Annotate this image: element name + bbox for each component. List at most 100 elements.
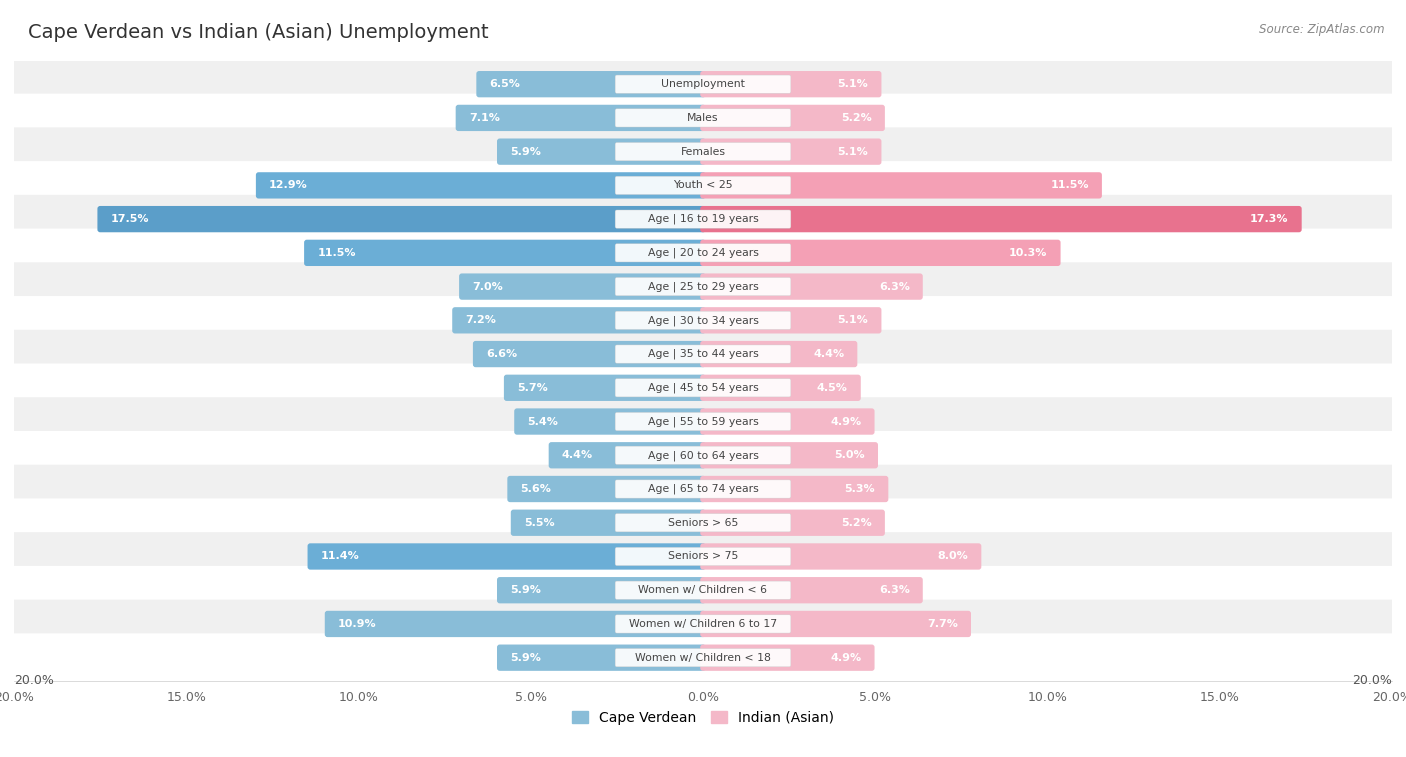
FancyBboxPatch shape [700, 139, 882, 165]
Text: 5.7%: 5.7% [517, 383, 548, 393]
Text: 4.4%: 4.4% [562, 450, 593, 460]
FancyBboxPatch shape [700, 206, 1302, 232]
FancyBboxPatch shape [4, 161, 1402, 210]
FancyBboxPatch shape [496, 577, 706, 603]
FancyBboxPatch shape [700, 240, 1060, 266]
FancyBboxPatch shape [548, 442, 706, 469]
Text: 5.9%: 5.9% [510, 585, 541, 595]
FancyBboxPatch shape [700, 476, 889, 502]
Text: 17.3%: 17.3% [1250, 214, 1289, 224]
FancyBboxPatch shape [616, 109, 790, 127]
FancyBboxPatch shape [616, 413, 790, 431]
Text: Youth < 25: Youth < 25 [673, 180, 733, 190]
Text: Age | 55 to 59 years: Age | 55 to 59 years [648, 416, 758, 427]
Text: 6.6%: 6.6% [486, 349, 517, 359]
Text: 7.7%: 7.7% [927, 619, 957, 629]
FancyBboxPatch shape [616, 75, 790, 93]
FancyBboxPatch shape [700, 375, 860, 401]
FancyBboxPatch shape [4, 431, 1402, 480]
FancyBboxPatch shape [4, 634, 1402, 682]
FancyBboxPatch shape [4, 532, 1402, 581]
Text: Males: Males [688, 113, 718, 123]
FancyBboxPatch shape [4, 498, 1402, 547]
FancyBboxPatch shape [477, 71, 706, 98]
FancyBboxPatch shape [510, 509, 706, 536]
FancyBboxPatch shape [700, 611, 972, 637]
FancyBboxPatch shape [616, 278, 790, 296]
FancyBboxPatch shape [616, 378, 790, 397]
FancyBboxPatch shape [256, 173, 706, 198]
FancyBboxPatch shape [616, 345, 790, 363]
FancyBboxPatch shape [616, 142, 790, 160]
FancyBboxPatch shape [700, 644, 875, 671]
Text: 5.0%: 5.0% [834, 450, 865, 460]
FancyBboxPatch shape [616, 176, 790, 195]
FancyBboxPatch shape [4, 296, 1402, 344]
FancyBboxPatch shape [700, 104, 884, 131]
Text: Age | 20 to 24 years: Age | 20 to 24 years [648, 248, 758, 258]
Text: Cape Verdean vs Indian (Asian) Unemployment: Cape Verdean vs Indian (Asian) Unemploym… [28, 23, 489, 42]
FancyBboxPatch shape [515, 408, 706, 435]
FancyBboxPatch shape [616, 244, 790, 262]
FancyBboxPatch shape [616, 649, 790, 667]
Text: Women w/ Children < 18: Women w/ Children < 18 [636, 653, 770, 662]
Text: 7.0%: 7.0% [472, 282, 503, 291]
FancyBboxPatch shape [308, 544, 706, 569]
Text: 5.1%: 5.1% [838, 316, 869, 326]
Text: Women w/ Children 6 to 17: Women w/ Children 6 to 17 [628, 619, 778, 629]
Text: 8.0%: 8.0% [938, 552, 969, 562]
Text: 11.5%: 11.5% [318, 248, 356, 258]
FancyBboxPatch shape [700, 544, 981, 569]
Text: 5.2%: 5.2% [841, 518, 872, 528]
Text: 11.5%: 11.5% [1050, 180, 1088, 190]
FancyBboxPatch shape [700, 341, 858, 367]
Text: Age | 16 to 19 years: Age | 16 to 19 years [648, 214, 758, 224]
FancyBboxPatch shape [4, 195, 1402, 244]
Text: 5.4%: 5.4% [527, 416, 558, 426]
Text: 17.5%: 17.5% [111, 214, 149, 224]
Text: Seniors > 65: Seniors > 65 [668, 518, 738, 528]
Text: Source: ZipAtlas.com: Source: ZipAtlas.com [1260, 23, 1385, 36]
FancyBboxPatch shape [616, 581, 790, 600]
FancyBboxPatch shape [496, 644, 706, 671]
Text: 6.3%: 6.3% [879, 585, 910, 595]
Text: Women w/ Children < 6: Women w/ Children < 6 [638, 585, 768, 595]
FancyBboxPatch shape [616, 615, 790, 633]
FancyBboxPatch shape [700, 273, 922, 300]
Text: 5.1%: 5.1% [838, 79, 869, 89]
FancyBboxPatch shape [4, 127, 1402, 176]
Text: Age | 25 to 29 years: Age | 25 to 29 years [648, 282, 758, 292]
FancyBboxPatch shape [700, 408, 875, 435]
FancyBboxPatch shape [700, 71, 882, 98]
FancyBboxPatch shape [616, 311, 790, 329]
FancyBboxPatch shape [700, 173, 1102, 198]
Text: 7.2%: 7.2% [465, 316, 496, 326]
FancyBboxPatch shape [503, 375, 706, 401]
Text: 12.9%: 12.9% [269, 180, 308, 190]
FancyBboxPatch shape [4, 363, 1402, 412]
FancyBboxPatch shape [453, 307, 706, 334]
FancyBboxPatch shape [4, 566, 1402, 615]
FancyBboxPatch shape [4, 330, 1402, 378]
FancyBboxPatch shape [508, 476, 706, 502]
FancyBboxPatch shape [460, 273, 706, 300]
Text: 5.9%: 5.9% [510, 147, 541, 157]
FancyBboxPatch shape [700, 442, 877, 469]
FancyBboxPatch shape [97, 206, 706, 232]
Text: 20.0%: 20.0% [14, 674, 53, 687]
FancyBboxPatch shape [4, 94, 1402, 142]
FancyBboxPatch shape [4, 600, 1402, 648]
Text: 4.4%: 4.4% [813, 349, 844, 359]
Text: 4.5%: 4.5% [817, 383, 848, 393]
Text: 5.3%: 5.3% [845, 484, 875, 494]
Text: 10.3%: 10.3% [1010, 248, 1047, 258]
FancyBboxPatch shape [496, 139, 706, 165]
FancyBboxPatch shape [4, 397, 1402, 446]
Text: 7.1%: 7.1% [468, 113, 499, 123]
Text: 5.9%: 5.9% [510, 653, 541, 662]
Text: Age | 60 to 64 years: Age | 60 to 64 years [648, 450, 758, 460]
Text: Unemployment: Unemployment [661, 79, 745, 89]
Text: 5.2%: 5.2% [841, 113, 872, 123]
FancyBboxPatch shape [4, 263, 1402, 311]
Text: Females: Females [681, 147, 725, 157]
